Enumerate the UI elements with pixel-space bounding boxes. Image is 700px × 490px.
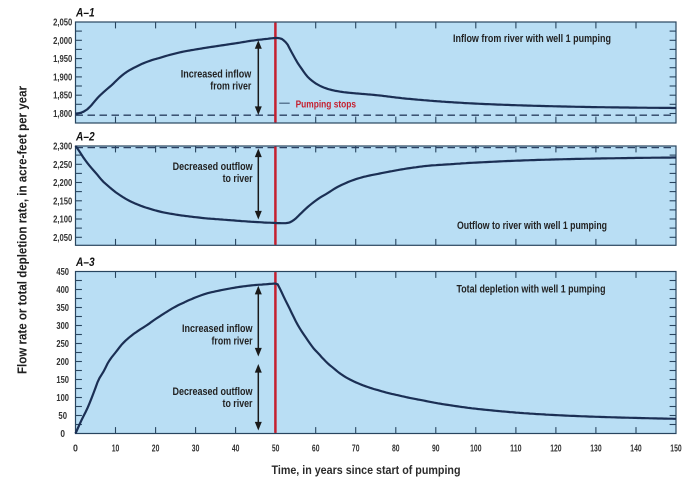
svg-text:2,250: 2,250 — [53, 160, 72, 171]
svg-text:1,850: 1,850 — [53, 91, 72, 102]
svg-text:Decreased outflow: Decreased outflow — [173, 161, 253, 173]
svg-text:to river: to river — [223, 173, 254, 185]
svg-text:400: 400 — [56, 285, 69, 296]
svg-text:from river: from river — [212, 336, 254, 348]
svg-text:200: 200 — [56, 357, 69, 368]
svg-text:100: 100 — [470, 444, 482, 455]
svg-text:50: 50 — [58, 411, 67, 422]
svg-text:Flow rate or total depletion r: Flow rate or total depletion rate, in ac… — [15, 86, 30, 374]
svg-text:350: 350 — [56, 303, 69, 314]
svg-text:Outflow to river with well 1 p: Outflow to river with well 1 pumping — [457, 220, 607, 232]
svg-text:2,300: 2,300 — [53, 142, 72, 153]
svg-text:2,000: 2,000 — [53, 36, 72, 47]
svg-text:1,950: 1,950 — [53, 54, 72, 65]
svg-text:50: 50 — [272, 444, 280, 455]
svg-text:150: 150 — [670, 444, 682, 455]
svg-text:Inflow from river with well 1: Inflow from river with well 1 pumping — [453, 33, 611, 45]
svg-text:110: 110 — [510, 444, 522, 455]
svg-text:60: 60 — [312, 444, 320, 455]
svg-text:70: 70 — [352, 444, 360, 455]
svg-text:0: 0 — [60, 429, 65, 440]
svg-text:1,900: 1,900 — [53, 72, 72, 83]
svg-text:Increased inflow: Increased inflow — [182, 323, 253, 335]
svg-text:A–3: A–3 — [75, 255, 95, 269]
svg-text:150: 150 — [56, 375, 69, 386]
svg-text:40: 40 — [232, 444, 240, 455]
svg-text:2,150: 2,150 — [53, 196, 72, 207]
svg-text:2,100: 2,100 — [53, 215, 72, 226]
svg-text:250: 250 — [56, 339, 69, 350]
svg-text:2,050: 2,050 — [53, 18, 72, 29]
svg-text:100: 100 — [56, 393, 69, 404]
svg-text:Pumping stops: Pumping stops — [296, 99, 356, 110]
svg-text:300: 300 — [56, 321, 69, 332]
svg-text:Time, in years since start of: Time, in years since start of pumping — [272, 463, 461, 477]
svg-text:30: 30 — [192, 444, 200, 455]
svg-text:90: 90 — [432, 444, 440, 455]
svg-text:0: 0 — [73, 444, 78, 455]
svg-text:to river: to river — [223, 398, 254, 410]
svg-text:Decreased outflow: Decreased outflow — [173, 386, 253, 398]
svg-text:130: 130 — [590, 444, 602, 455]
svg-text:10: 10 — [112, 444, 120, 455]
svg-text:1,800: 1,800 — [53, 109, 72, 120]
svg-text:450: 450 — [56, 267, 69, 278]
svg-text:140: 140 — [630, 444, 642, 455]
svg-text:120: 120 — [550, 444, 562, 455]
svg-text:from river: from river — [210, 81, 252, 93]
svg-text:Increased inflow: Increased inflow — [181, 69, 252, 81]
svg-text:20: 20 — [152, 444, 160, 455]
svg-text:Total depletion with well 1 pu: Total depletion with well 1 pumping — [457, 284, 606, 296]
svg-text:80: 80 — [392, 444, 400, 455]
svg-text:2,050: 2,050 — [53, 233, 72, 244]
svg-text:A–2: A–2 — [75, 130, 95, 144]
svg-text:2,200: 2,200 — [53, 178, 72, 189]
svg-text:A–1: A–1 — [75, 6, 95, 20]
